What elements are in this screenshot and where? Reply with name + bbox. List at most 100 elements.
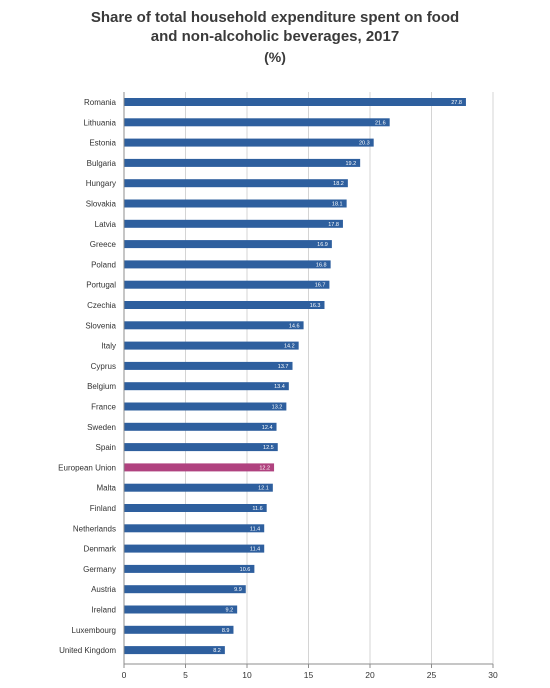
category-label: Romania — [84, 98, 117, 107]
category-labels: Romania Lithuania Estonia Bulgaria Hungary Sl… — [58, 98, 117, 655]
chart-header: Share of total household expenditure spe… — [0, 8, 550, 66]
bar — [124, 564, 255, 573]
bar — [124, 301, 325, 309]
category-label: Finland — [90, 504, 116, 513]
bar-highlight — [124, 463, 275, 472]
bar — [124, 138, 374, 147]
category-label: Sweden — [87, 423, 116, 432]
category-label: Denmark — [84, 545, 117, 554]
bar — [124, 199, 347, 208]
bar — [124, 544, 265, 553]
category-label: Cyprus — [91, 362, 116, 371]
value-label: 8.2 — [213, 648, 221, 654]
bar — [124, 524, 265, 533]
category-label: Portugal — [86, 281, 116, 290]
value-label: 27.8 — [451, 100, 462, 106]
value-label: 9.2 — [226, 608, 234, 614]
category-label: Netherlands — [73, 524, 116, 533]
x-tick-labels: 0 5 10 15 20 25 30 — [122, 670, 498, 680]
bar — [124, 443, 278, 452]
value-label: 13.4 — [274, 384, 285, 390]
category-label: Czechia — [87, 301, 116, 310]
category-label: Italy — [101, 342, 116, 351]
category-label: Hungary — [86, 179, 116, 188]
category-label: Spain — [96, 443, 116, 452]
bar — [124, 585, 246, 594]
value-label: 12.5 — [263, 445, 274, 451]
x-tick-label: 0 — [122, 670, 127, 680]
category-label: Slovenia — [85, 321, 116, 330]
bar — [124, 321, 304, 330]
chart-subtitle: (%) — [264, 49, 286, 65]
value-label: 10.6 — [240, 567, 251, 573]
category-label: France — [91, 403, 116, 412]
bars: 27.8 21.6 20.3 19.2 18.2 18.1 17.8 16.9 16.8 16.7… — [124, 98, 466, 655]
value-label: 11.4 — [250, 547, 260, 553]
category-label: Austria — [91, 585, 116, 594]
value-label: 16.7 — [315, 283, 326, 289]
x-tick-label: 5 — [183, 670, 188, 680]
axes — [123, 92, 494, 668]
bar — [124, 402, 287, 411]
category-label: Slovakia — [86, 200, 117, 209]
x-tick-label: 25 — [427, 670, 437, 680]
category-label: Ireland — [92, 606, 116, 615]
value-label: 14.2 — [284, 344, 295, 350]
bar — [124, 504, 267, 512]
x-tick-label: 30 — [488, 670, 498, 680]
x-tick-label: 10 — [242, 670, 252, 680]
value-label: 19.2 — [345, 161, 356, 167]
category-label: European Union — [58, 463, 116, 472]
bar — [124, 422, 277, 431]
value-label: 12.1 — [258, 486, 269, 492]
bar — [124, 646, 225, 655]
category-label: Latvia — [95, 220, 117, 229]
bar — [124, 605, 238, 614]
bar — [124, 382, 289, 391]
value-label: 17.8 — [328, 222, 339, 228]
bar — [124, 240, 332, 249]
value-label: 21.6 — [375, 120, 386, 126]
category-label: United Kingdom — [59, 646, 116, 655]
category-label: Belgium — [87, 382, 116, 391]
x-tick-label: 20 — [365, 670, 375, 680]
value-label: 16.3 — [310, 303, 321, 309]
category-label: Estonia — [89, 139, 116, 148]
grid-lines — [185, 92, 494, 664]
bar — [124, 219, 343, 228]
bar — [124, 179, 348, 188]
bar — [124, 280, 330, 289]
bar — [124, 98, 466, 106]
bar — [124, 260, 331, 269]
value-label: 13.7 — [278, 364, 289, 370]
bar — [124, 158, 361, 167]
category-label: Germany — [83, 565, 116, 574]
value-label: 9.9 — [234, 587, 242, 593]
x-tick-label: 15 — [304, 670, 314, 680]
value-label: 13.2 — [272, 405, 283, 411]
value-label: 12.4 — [262, 425, 273, 431]
bar — [124, 341, 299, 350]
category-label: Poland — [91, 260, 116, 269]
value-label: 20.3 — [359, 141, 370, 147]
chart-title: Share of total household expenditure spe… — [90, 9, 460, 45]
value-label: 16.8 — [316, 262, 327, 268]
bar — [124, 361, 293, 370]
value-label: 16.9 — [317, 242, 328, 248]
value-label: 14.6 — [289, 323, 300, 329]
category-label: Greece — [90, 240, 117, 249]
value-label: 18.2 — [333, 181, 344, 187]
bar — [124, 483, 273, 492]
value-label: 12.2 — [259, 465, 270, 471]
category-label: Luxembourg — [72, 626, 116, 635]
category-label: Lithuania — [84, 118, 117, 127]
category-label: Bulgaria — [87, 159, 117, 168]
category-label: Malta — [96, 484, 116, 493]
value-label: 11.6 — [252, 506, 262, 512]
value-label: 8.9 — [222, 628, 230, 634]
bar — [124, 625, 234, 634]
value-label: 11.4 — [250, 526, 260, 532]
bar — [124, 118, 390, 127]
value-label: 18.1 — [332, 202, 343, 208]
